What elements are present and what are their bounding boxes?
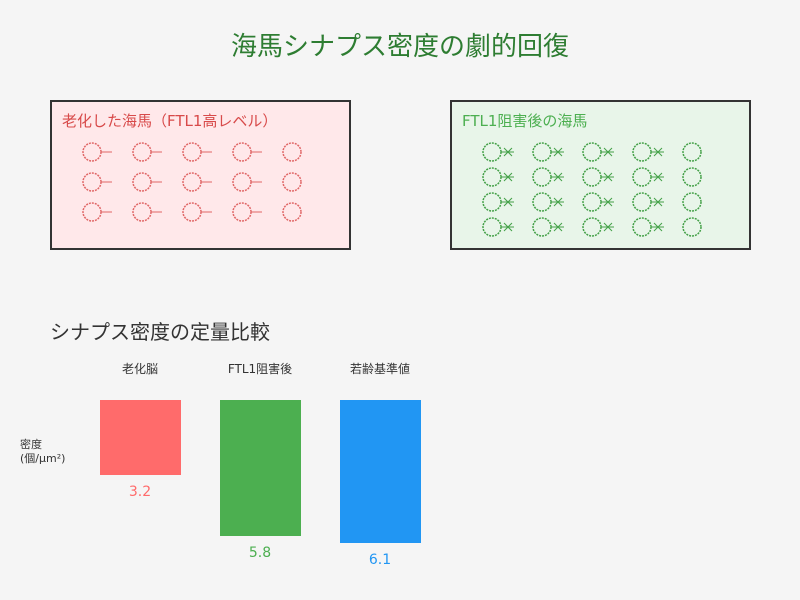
synapse-node	[632, 142, 652, 162]
synapse-node	[682, 167, 702, 187]
synapse-node	[632, 217, 652, 237]
synapse-node	[82, 172, 102, 192]
synapse-branch	[503, 222, 513, 232]
synapse-branch	[653, 147, 663, 157]
synapse-node	[582, 142, 602, 162]
synapse-node	[532, 217, 552, 237]
value-label: 5.8	[248, 545, 272, 561]
synapse-branch	[553, 172, 563, 182]
synapse-node	[282, 172, 302, 192]
y-axis-label: 密度 (個/μm²)	[20, 438, 65, 466]
y-axis-label-line1: 密度	[20, 438, 42, 451]
synapse-branch	[553, 147, 563, 157]
synapse-node	[182, 172, 202, 192]
synapse-branch	[503, 197, 513, 207]
inhibited-panel-label: FTL1阻害後の海馬	[462, 112, 588, 130]
inhibited-hippocampus-panel: FTL1阻害後の海馬	[450, 100, 751, 250]
value-label: 3.2	[128, 484, 152, 500]
synapse-node	[682, 192, 702, 212]
synapse-node	[182, 142, 202, 162]
bar	[100, 400, 181, 475]
synapse-branch	[553, 197, 563, 207]
chart-title: シナプス密度の定量比較	[50, 320, 270, 344]
synapse-node	[532, 167, 552, 187]
aged-synapse-grid	[82, 142, 302, 222]
synapse-node	[482, 167, 502, 187]
synapse-node	[132, 202, 152, 222]
category-label: 若齢基準値	[349, 362, 410, 376]
value-label: 6.1	[368, 552, 392, 568]
synapse-branch	[603, 172, 613, 182]
synapse-branch	[553, 222, 563, 232]
synapse-node	[132, 172, 152, 192]
aged-panel-label: 老化した海馬（FTL1高レベル）	[62, 112, 278, 130]
category-label: FTL1阻害後	[227, 362, 293, 376]
synapse-node	[682, 142, 702, 162]
bar	[220, 400, 301, 536]
synapse-node	[82, 142, 102, 162]
bar	[340, 400, 421, 543]
synapse-node	[532, 142, 552, 162]
y-axis-label-line2: (個/μm²)	[20, 452, 66, 465]
synapse-node	[582, 217, 602, 237]
synapse-branch	[603, 147, 613, 157]
synapse-node	[482, 192, 502, 212]
synapse-node	[582, 167, 602, 187]
synapse-node	[632, 167, 652, 187]
synapse-node	[232, 202, 252, 222]
inhibited-synapse-grid	[482, 142, 702, 237]
synapse-node	[482, 217, 502, 237]
synapse-node	[532, 192, 552, 212]
synapse-node	[582, 192, 602, 212]
synapse-branch	[653, 222, 663, 232]
synapse-node	[482, 142, 502, 162]
synapse-node	[182, 202, 202, 222]
synapse-node	[682, 217, 702, 237]
synapse-node	[132, 142, 152, 162]
synapse-branch	[653, 197, 663, 207]
synapse-branch	[503, 147, 513, 157]
synapse-node	[282, 142, 302, 162]
page-title: 海馬シナプス密度の劇的回復	[230, 32, 569, 62]
synapse-node	[632, 192, 652, 212]
synapse-node	[232, 172, 252, 192]
synapse-branch	[603, 197, 613, 207]
synapse-branch	[503, 172, 513, 182]
synapse-branch	[603, 222, 613, 232]
synapse-node	[282, 202, 302, 222]
synapse-node	[82, 202, 102, 222]
synapse-node	[232, 142, 252, 162]
category-label: 老化脳	[121, 362, 158, 376]
synapse-branch	[653, 172, 663, 182]
aged-hippocampus-panel: 老化した海馬（FTL1高レベル）	[50, 100, 351, 250]
